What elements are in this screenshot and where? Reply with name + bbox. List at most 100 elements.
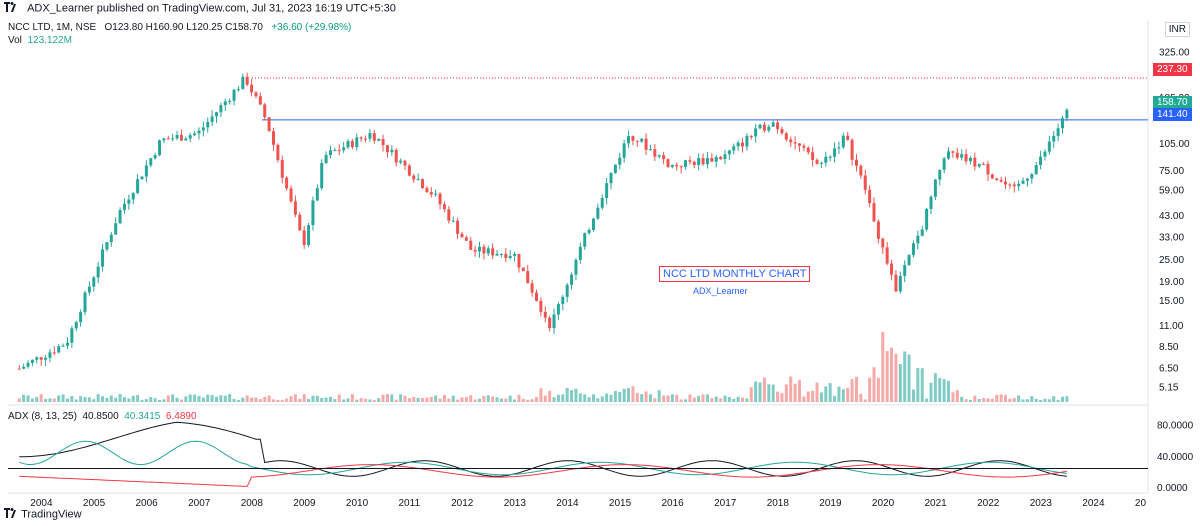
- adx-legend: ADX (8, 13, 25) 40.8500 40.3415 6.4890: [8, 411, 197, 422]
- candle-body: [144, 165, 148, 177]
- candle-body: [30, 359, 34, 363]
- candle-body: [824, 156, 828, 163]
- candle-body: [705, 158, 709, 165]
- volume-bar: [863, 399, 867, 402]
- volume-bar: [469, 395, 473, 402]
- candle-body: [789, 139, 793, 143]
- volume-bar: [491, 396, 495, 402]
- volume-bar: [657, 390, 661, 402]
- candle-body: [473, 249, 477, 252]
- candle-body: [920, 229, 924, 236]
- candle-body: [960, 154, 964, 158]
- candle-body: [762, 124, 766, 131]
- y-tick-label: 25.00: [1159, 255, 1184, 266]
- candle-body: [859, 165, 863, 176]
- candle-body: [456, 220, 460, 234]
- candle-body: [583, 233, 587, 247]
- volume-bar: [762, 377, 766, 402]
- di-plus-value: 40.3415: [124, 411, 161, 422]
- candle-body: [504, 253, 508, 259]
- volume-bar: [727, 396, 731, 402]
- volume-bar: [955, 390, 959, 402]
- candle-body: [311, 200, 315, 226]
- candle-body: [736, 142, 740, 147]
- candle-body: [44, 357, 48, 360]
- candle-body: [780, 129, 784, 134]
- candle-body: [644, 138, 648, 150]
- currency-label[interactable]: INR: [1164, 22, 1190, 37]
- volume-bar: [289, 396, 293, 402]
- candle-body: [977, 164, 981, 167]
- volume-bar: [684, 399, 688, 402]
- volume-label: Vol: [8, 35, 22, 46]
- volume-bar: [324, 397, 328, 402]
- candle-body: [193, 133, 197, 136]
- candle-body: [508, 255, 512, 259]
- candle-body: [491, 248, 495, 256]
- candle-body: [968, 157, 972, 162]
- x-tick-label: 2017: [714, 498, 737, 509]
- adx-value: 40.8500: [82, 411, 119, 422]
- candle-body: [285, 177, 289, 189]
- volume-bar: [850, 379, 854, 402]
- candle-body: [206, 121, 210, 128]
- volume-bar: [1008, 398, 1012, 402]
- volume-bar: [377, 398, 381, 402]
- candle-body: [653, 149, 657, 157]
- candle-body: [1047, 141, 1051, 152]
- candle-body: [613, 164, 617, 174]
- footer-brand-text: TradingView: [21, 508, 82, 521]
- candle-body: [140, 176, 144, 180]
- candle-body: [648, 149, 652, 151]
- volume-bar: [705, 394, 709, 402]
- candle-body: [1017, 183, 1021, 187]
- volume-bar: [591, 394, 595, 402]
- volume-bar: [241, 397, 245, 402]
- x-tick-label: 2013: [504, 498, 527, 509]
- candle-body: [758, 124, 762, 129]
- candle-body: [933, 179, 937, 197]
- x-tick-label: 2015: [609, 498, 632, 509]
- candle-body: [482, 246, 486, 254]
- volume-bar: [311, 395, 315, 402]
- volume-bar: [806, 391, 810, 402]
- candle-body: [890, 263, 894, 275]
- symbol-name[interactable]: NCC LTD, 1M, NSE: [8, 22, 97, 33]
- volume-bar: [429, 396, 433, 402]
- candle-body: [223, 101, 227, 106]
- candle-body: [425, 188, 429, 193]
- candle-body: [421, 179, 425, 189]
- volume-bar: [355, 399, 359, 402]
- volume-bar: [421, 398, 425, 402]
- volume-bar: [328, 396, 332, 402]
- candle-body: [451, 220, 455, 222]
- candle-body: [197, 130, 201, 134]
- candle-body: [662, 155, 666, 160]
- candle-body: [1056, 128, 1060, 136]
- candle-body: [539, 300, 543, 312]
- volume-bar: [600, 396, 604, 402]
- candle-body: [184, 138, 188, 141]
- candle-body: [258, 96, 262, 105]
- volume-bar: [131, 395, 135, 402]
- candle-body: [907, 255, 911, 265]
- candle-body: [697, 158, 701, 166]
- candle-body: [267, 117, 271, 132]
- volume-bar: [596, 398, 600, 402]
- adx-tick-label: 80.0000: [1157, 421, 1194, 432]
- volume-bar: [833, 395, 837, 402]
- candle-body: [469, 240, 473, 250]
- x-tick-label: 2008: [241, 498, 264, 509]
- volume-bar: [648, 394, 652, 402]
- volume-bar: [973, 395, 977, 402]
- candle-body: [114, 223, 118, 235]
- candle-body: [990, 174, 994, 179]
- volume-bar: [473, 399, 477, 402]
- volume-bar: [890, 347, 894, 402]
- candle-body: [118, 210, 122, 224]
- volume-bar: [368, 399, 372, 402]
- volume-bar: [140, 399, 144, 402]
- volume-bar: [486, 395, 490, 402]
- candle-body: [806, 147, 810, 153]
